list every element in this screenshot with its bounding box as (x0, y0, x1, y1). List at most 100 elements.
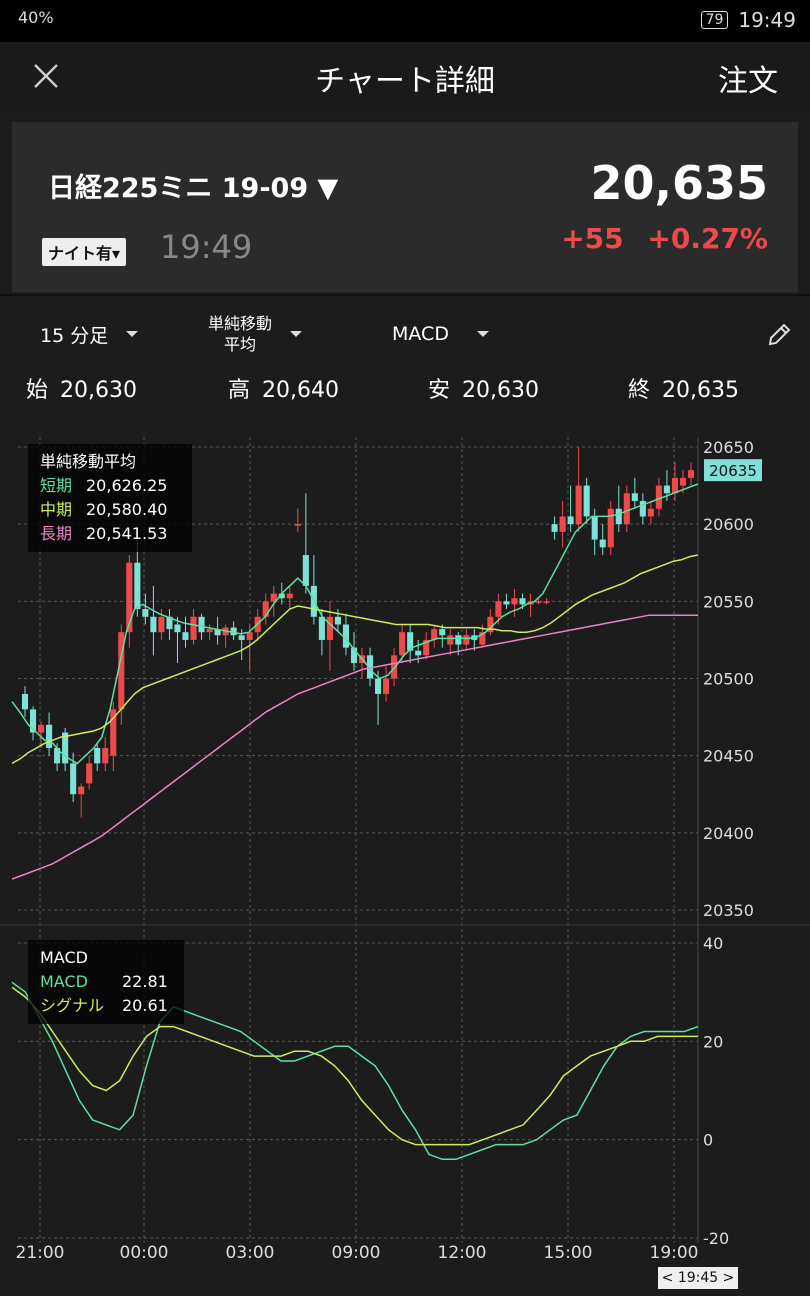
candle-body (535, 601, 542, 603)
y-tick-label: 40 (703, 934, 723, 953)
ma-long-label: 長期 (40, 524, 73, 543)
candle-body (318, 616, 325, 640)
chart-canvas[interactable]: 21:00 00:00 03:00 09:00 12:00 15:00 19:00 20650… (0, 404, 810, 1296)
candle-body (431, 629, 438, 640)
candle-body (463, 635, 470, 645)
ohlc-open: 始 20,630 (26, 378, 137, 403)
candle-body (198, 616, 205, 633)
indicator2-dropdown[interactable]: MACD (392, 298, 489, 370)
ma-line-1 (11, 554, 699, 765)
candle-body (575, 485, 582, 525)
candle-body (455, 635, 462, 645)
ma-mid-label: 中期 (40, 500, 73, 519)
candle-body (334, 616, 341, 625)
night-session-toggle[interactable]: ナイト有▾ (42, 238, 127, 266)
night-badge-label: ナイト有 (48, 244, 113, 263)
candle-body (495, 601, 502, 617)
macd-label: MACD (40, 972, 88, 991)
status-right: 79 19:49 (700, 8, 796, 32)
candle-body (599, 539, 606, 548)
ma-legend: 単純移動平均 短期 20,626.25 中期 20,580.40 長期 20,541.… (28, 444, 192, 552)
candle-body (278, 593, 285, 599)
candle-body (158, 616, 165, 633)
candle-body (366, 655, 374, 679)
candle-body (29, 709, 37, 733)
close-icon[interactable] (30, 60, 62, 92)
y-tick-label: 20400 (703, 824, 754, 843)
candle-body (126, 562, 133, 633)
y-tick-label: -20 (703, 1229, 729, 1248)
macd-line-1 (11, 986, 698, 1146)
x-tick-label: 12:00 (438, 1243, 487, 1263)
candle-body (487, 616, 494, 633)
ohlc-row: 始 20,630 高 20,640 安 20,630 終 20,635 (0, 370, 810, 404)
candle-body (302, 555, 309, 586)
interval-dropdown[interactable]: 15 分足 (40, 298, 139, 370)
ma-mid-value: 20,580.40 (86, 500, 168, 519)
x-tick-label: 15:00 (544, 1243, 593, 1263)
candle-body (86, 763, 93, 784)
candle-body (230, 627, 237, 636)
ma-line-2 (11, 614, 698, 880)
candle-body (687, 470, 695, 478)
page-title: チャート詳細 (315, 64, 495, 99)
candle-body (663, 485, 670, 494)
candle-body (46, 724, 53, 748)
candle-body (262, 601, 269, 617)
ma-legend-title: 単純移動平均 (40, 452, 137, 471)
candle-body (118, 632, 125, 710)
candle-body (591, 516, 598, 540)
macd-line-0 (11, 981, 699, 1161)
change-percent: +0.27% (647, 222, 768, 255)
quote-time: 19:49 (160, 228, 253, 266)
ma-short-label: 短期 (40, 476, 73, 495)
ma-line-0 (11, 483, 699, 765)
ma-long-value: 20,541.53 (86, 524, 168, 543)
candle-body (94, 747, 101, 764)
indicator1-dropdown[interactable]: 単純移動 平均 (208, 298, 303, 370)
candle-body (214, 629, 221, 636)
candle-body (174, 624, 181, 633)
candle-body (655, 485, 662, 509)
symbol-selector[interactable]: 日経225ミニ 19-09 ▼ (48, 166, 338, 205)
symbol-name: 日経225ミニ 19-09 (48, 173, 309, 204)
candle-body (383, 678, 390, 694)
quote-card: 日経225ミニ 19-09 ▼ ナイト有▾ 19:49 20,635 +55 +… (12, 122, 798, 292)
candle-body (134, 562, 141, 610)
dropdown-arrow-icon (126, 331, 139, 337)
candle-body (639, 501, 646, 517)
chart-toolbar: 15 分足 単純移動 平均 MACD (0, 298, 810, 370)
signal-value: 20.61 (122, 996, 168, 1015)
candle-body (342, 624, 350, 648)
candle-body (607, 508, 614, 548)
candle-body (391, 655, 398, 679)
y-tick-label: 20650 (703, 438, 754, 457)
order-button[interactable]: 注文 (718, 64, 778, 99)
candle-body (190, 616, 197, 640)
candle-body (519, 598, 526, 605)
candle-body (407, 632, 414, 651)
candle-body (21, 693, 29, 710)
candle-body (142, 609, 149, 617)
signal-label: シグナル (40, 996, 105, 1015)
crosshair-time-badge[interactable]: < 19:45 > (658, 1267, 738, 1289)
macd-legend: MACD MACD 22.81 シグナル 20.61 (28, 940, 184, 1024)
candle-body (479, 632, 486, 645)
status-bar: 40% 79 19:49 (0, 0, 810, 42)
current-price: 20,635 (590, 156, 768, 210)
candle-body (102, 747, 109, 764)
candle-body (238, 635, 245, 640)
candle-body (70, 763, 77, 795)
candle-body (206, 629, 213, 633)
change-value: +55 (561, 222, 624, 255)
current-price-badge-label: 20635 (709, 462, 757, 480)
candle-body (551, 524, 558, 532)
battery-icon: 79 (700, 11, 729, 29)
candle-body (375, 678, 382, 694)
y-tick-label: 20350 (703, 901, 754, 920)
pencil-icon[interactable] (766, 322, 792, 348)
candle-body (326, 616, 333, 640)
candle-body (671, 477, 678, 494)
candle-body (294, 524, 301, 526)
candle-body (350, 647, 358, 664)
